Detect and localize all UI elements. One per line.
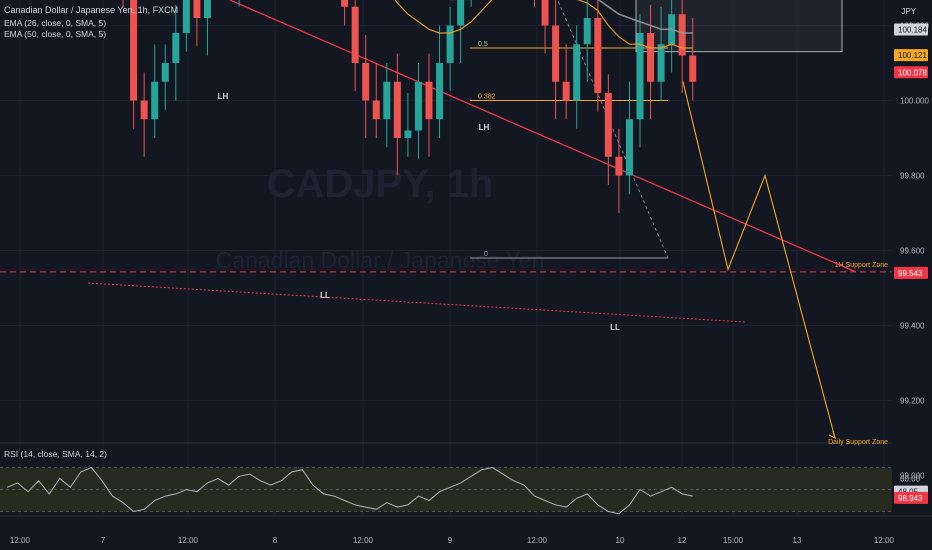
rsi-line xyxy=(6,466,693,515)
time-tick-label: 12:00 xyxy=(10,536,31,545)
time-axis[interactable]: 12:00 7 12:00 8 12:00 9 12:00 10 12 15:00 13 12:00 xyxy=(10,536,895,545)
price-tick-label: 99.400 xyxy=(900,322,925,331)
candle-body xyxy=(193,0,201,18)
price-label-badge xyxy=(894,23,928,36)
candle-body xyxy=(573,44,581,101)
fib-level-label: 0.382 xyxy=(478,94,496,101)
time-tick-label: 7 xyxy=(101,536,106,545)
projection-path[interactable] xyxy=(682,81,836,440)
zone-label-fib: 1H Fib Retracement Zone xyxy=(758,0,839,1)
currency-label[interactable]: JPY xyxy=(901,7,916,16)
time-tick-label: 9 xyxy=(448,536,453,545)
price-label-badge xyxy=(894,266,928,279)
candle-body xyxy=(130,0,138,101)
candle-body xyxy=(647,33,655,82)
price-tick-label: 99.000 xyxy=(900,472,925,481)
price-label-badge xyxy=(894,49,928,62)
candle-body xyxy=(172,33,180,63)
rsi-tick-label: 60.00 xyxy=(900,475,921,484)
fib-retracement-zone xyxy=(635,0,843,53)
candle-body xyxy=(404,130,412,138)
candle-body xyxy=(372,100,380,120)
candle-body xyxy=(161,63,169,82)
watermark: CADJPY, 1h Canadian Dollar / Japanese Ye… xyxy=(216,162,545,273)
candle-body xyxy=(393,81,401,138)
candle-body xyxy=(151,81,159,120)
swing-label: LH xyxy=(218,92,229,101)
price-tick-label: 99.200 xyxy=(900,397,925,406)
candle-body xyxy=(140,100,148,120)
time-tick-label: 15:00 xyxy=(723,536,744,545)
fib-level-label: 0.5 xyxy=(478,41,488,48)
rsi-legend[interactable]: RSI (14, close, SMA, 14, 2) xyxy=(4,449,107,459)
resistance-trendline xyxy=(229,0,857,273)
support-trendline xyxy=(87,282,746,323)
candle-body xyxy=(414,81,422,131)
time-tick-label: 12 xyxy=(678,536,687,545)
candle-body xyxy=(678,14,686,56)
symbol-title[interactable]: Canadian Dollar / Japanese Yen, 1h, FXCM xyxy=(4,5,179,15)
price-label-badge xyxy=(894,491,928,504)
fib-level-label: 0 xyxy=(484,251,488,258)
candle-body xyxy=(457,0,465,26)
price-tick-label: 99.600 xyxy=(900,247,925,256)
time-tick-label: 12:00 xyxy=(874,536,895,545)
candle-body xyxy=(615,156,623,176)
candle-body xyxy=(562,81,570,101)
candle-body xyxy=(689,55,697,82)
swing-label: LL xyxy=(320,291,330,300)
projection-line xyxy=(682,81,836,439)
price-label-text: 98.943 xyxy=(898,494,923,503)
time-tick-label: 13 xyxy=(793,536,802,545)
swing-label: LH xyxy=(479,123,490,132)
price-label-text: 99.543 xyxy=(898,269,923,278)
candle-body xyxy=(657,44,665,82)
candlesticks xyxy=(122,0,697,213)
trend-lines[interactable] xyxy=(87,0,857,323)
candle-body xyxy=(362,63,370,101)
time-tick-label: 8 xyxy=(273,536,278,545)
candle-body xyxy=(446,25,454,63)
time-tick-label: 12:00 xyxy=(353,536,374,545)
price-label-badge xyxy=(894,66,928,79)
price-label-text: 100.078 xyxy=(898,68,927,77)
time-tick-label: 12:00 xyxy=(178,536,199,545)
candle-body xyxy=(182,0,190,33)
watermark-ticker: CADJPY, 1h xyxy=(267,162,494,206)
price-tick-label: 100.000 xyxy=(900,97,929,106)
candle-body xyxy=(594,18,602,93)
candle-body xyxy=(351,6,359,63)
zone-label-1h-support: 1H Support Zone xyxy=(835,262,888,269)
candle-body xyxy=(583,18,591,45)
candle-body xyxy=(636,33,644,120)
rsi-pane: 60.0040.0048.05 xyxy=(0,466,928,515)
annotations: LH LL LH LL xyxy=(218,92,620,332)
ema50-legend[interactable]: EMA (50, close, 0, SMA, 5) xyxy=(4,29,107,39)
ema26-legend[interactable]: EMA (26, close, 0, SMA, 5) xyxy=(4,18,107,28)
zone-label-daily-support: Daily Support Zone xyxy=(828,439,888,446)
candle-body xyxy=(203,0,211,18)
price-tick-label: 99.800 xyxy=(900,172,925,181)
candle-body xyxy=(436,63,444,120)
price-label-text: 100.121 xyxy=(898,51,927,60)
swing-label: LL xyxy=(610,323,620,332)
watermark-name: Canadian Dollar / Japanese Yen xyxy=(216,247,545,273)
time-tick-label: 10 xyxy=(616,536,625,545)
price-labels: 100.184 100.121 100.078 99.543 98.943 xyxy=(894,23,928,504)
candle-body xyxy=(341,0,349,7)
candle-body xyxy=(383,81,391,120)
candle-body xyxy=(541,0,549,26)
time-tick-label: 12:00 xyxy=(527,536,548,545)
projection-arrowhead xyxy=(828,430,836,440)
candle-body xyxy=(604,93,612,157)
candle-body xyxy=(425,81,433,120)
candle-body xyxy=(552,25,560,82)
candle-body xyxy=(625,119,633,176)
price-label-text: 100.184 xyxy=(898,26,927,35)
